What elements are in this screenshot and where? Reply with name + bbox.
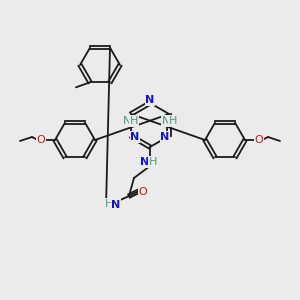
Text: H: H bbox=[169, 116, 177, 126]
Text: O: O bbox=[255, 135, 263, 145]
Text: H: H bbox=[149, 157, 157, 167]
Text: H: H bbox=[105, 199, 113, 209]
Text: H: H bbox=[130, 116, 138, 126]
Text: O: O bbox=[37, 135, 45, 145]
Text: O: O bbox=[139, 187, 147, 197]
Text: N: N bbox=[111, 200, 121, 210]
Text: N: N bbox=[146, 95, 154, 105]
Text: N: N bbox=[140, 157, 150, 167]
Text: N: N bbox=[123, 116, 131, 126]
Text: N: N bbox=[130, 132, 140, 142]
Text: N: N bbox=[160, 132, 170, 142]
Text: N: N bbox=[162, 116, 170, 126]
